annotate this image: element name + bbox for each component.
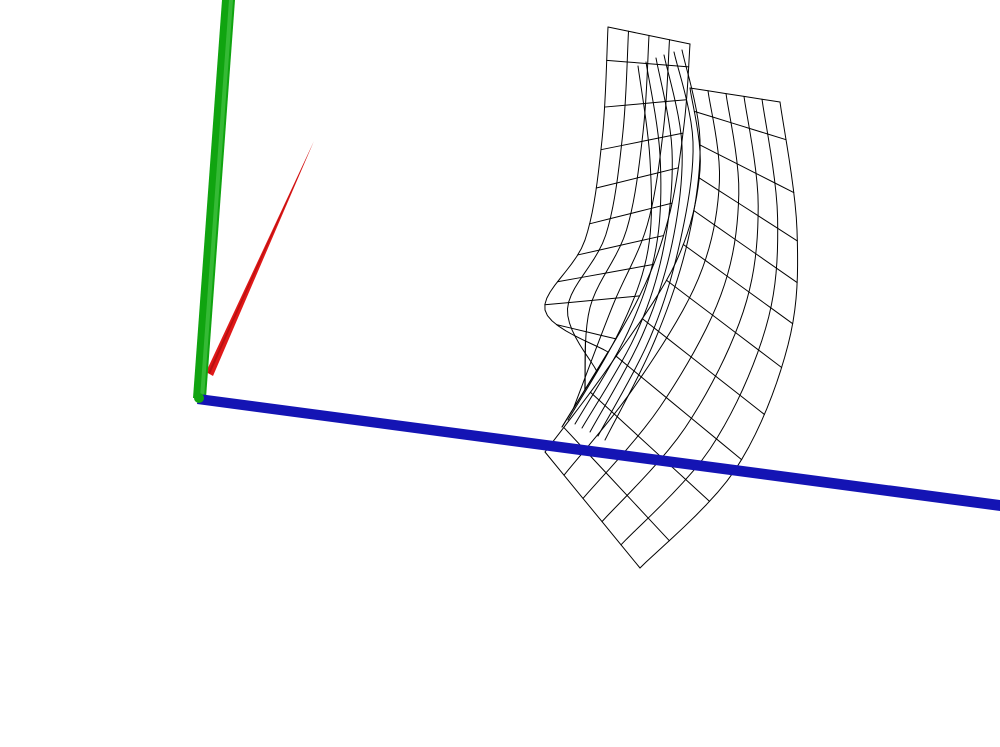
surface-front-row-line <box>682 243 794 325</box>
surface-front-column-line <box>582 93 740 499</box>
surface-back-column-line <box>573 39 670 409</box>
axes-origin <box>194 393 204 403</box>
surface-core-line <box>597 51 694 437</box>
x-axis <box>206 141 314 376</box>
coordinate-axes <box>193 0 1000 511</box>
surface-front-column-line <box>544 87 701 453</box>
surface-front-row-line <box>693 110 787 141</box>
surface-front-row-line <box>544 451 641 569</box>
surface-front-row-line <box>698 177 798 242</box>
surface-core-line <box>581 57 673 429</box>
surface-front-column-line <box>563 90 721 476</box>
surface-back-column-line <box>584 35 650 390</box>
surface-core-line <box>567 65 652 421</box>
surface-core-line <box>589 54 683 433</box>
surface-front-column-line <box>620 98 779 546</box>
wireframe-surface <box>544 26 799 569</box>
surface-front-row-line <box>698 144 795 194</box>
surface-front-row-line <box>641 318 765 415</box>
surface-back-column-line <box>567 30 629 372</box>
surface-core-line <box>574 61 662 425</box>
surface-front-column-line <box>639 101 799 569</box>
surface-front-row-line <box>666 279 783 368</box>
y-axis-highlight <box>200 0 233 398</box>
surface-front-row-line <box>693 210 798 284</box>
surface-back-column-line <box>544 26 609 353</box>
surface-front-row-line <box>589 391 711 502</box>
x-axis-shading <box>208 141 314 374</box>
surface-core-line <box>604 49 701 441</box>
z-axis <box>197 394 1000 511</box>
surface-front-row-line <box>615 355 743 461</box>
surface-front-row-line <box>689 87 781 103</box>
